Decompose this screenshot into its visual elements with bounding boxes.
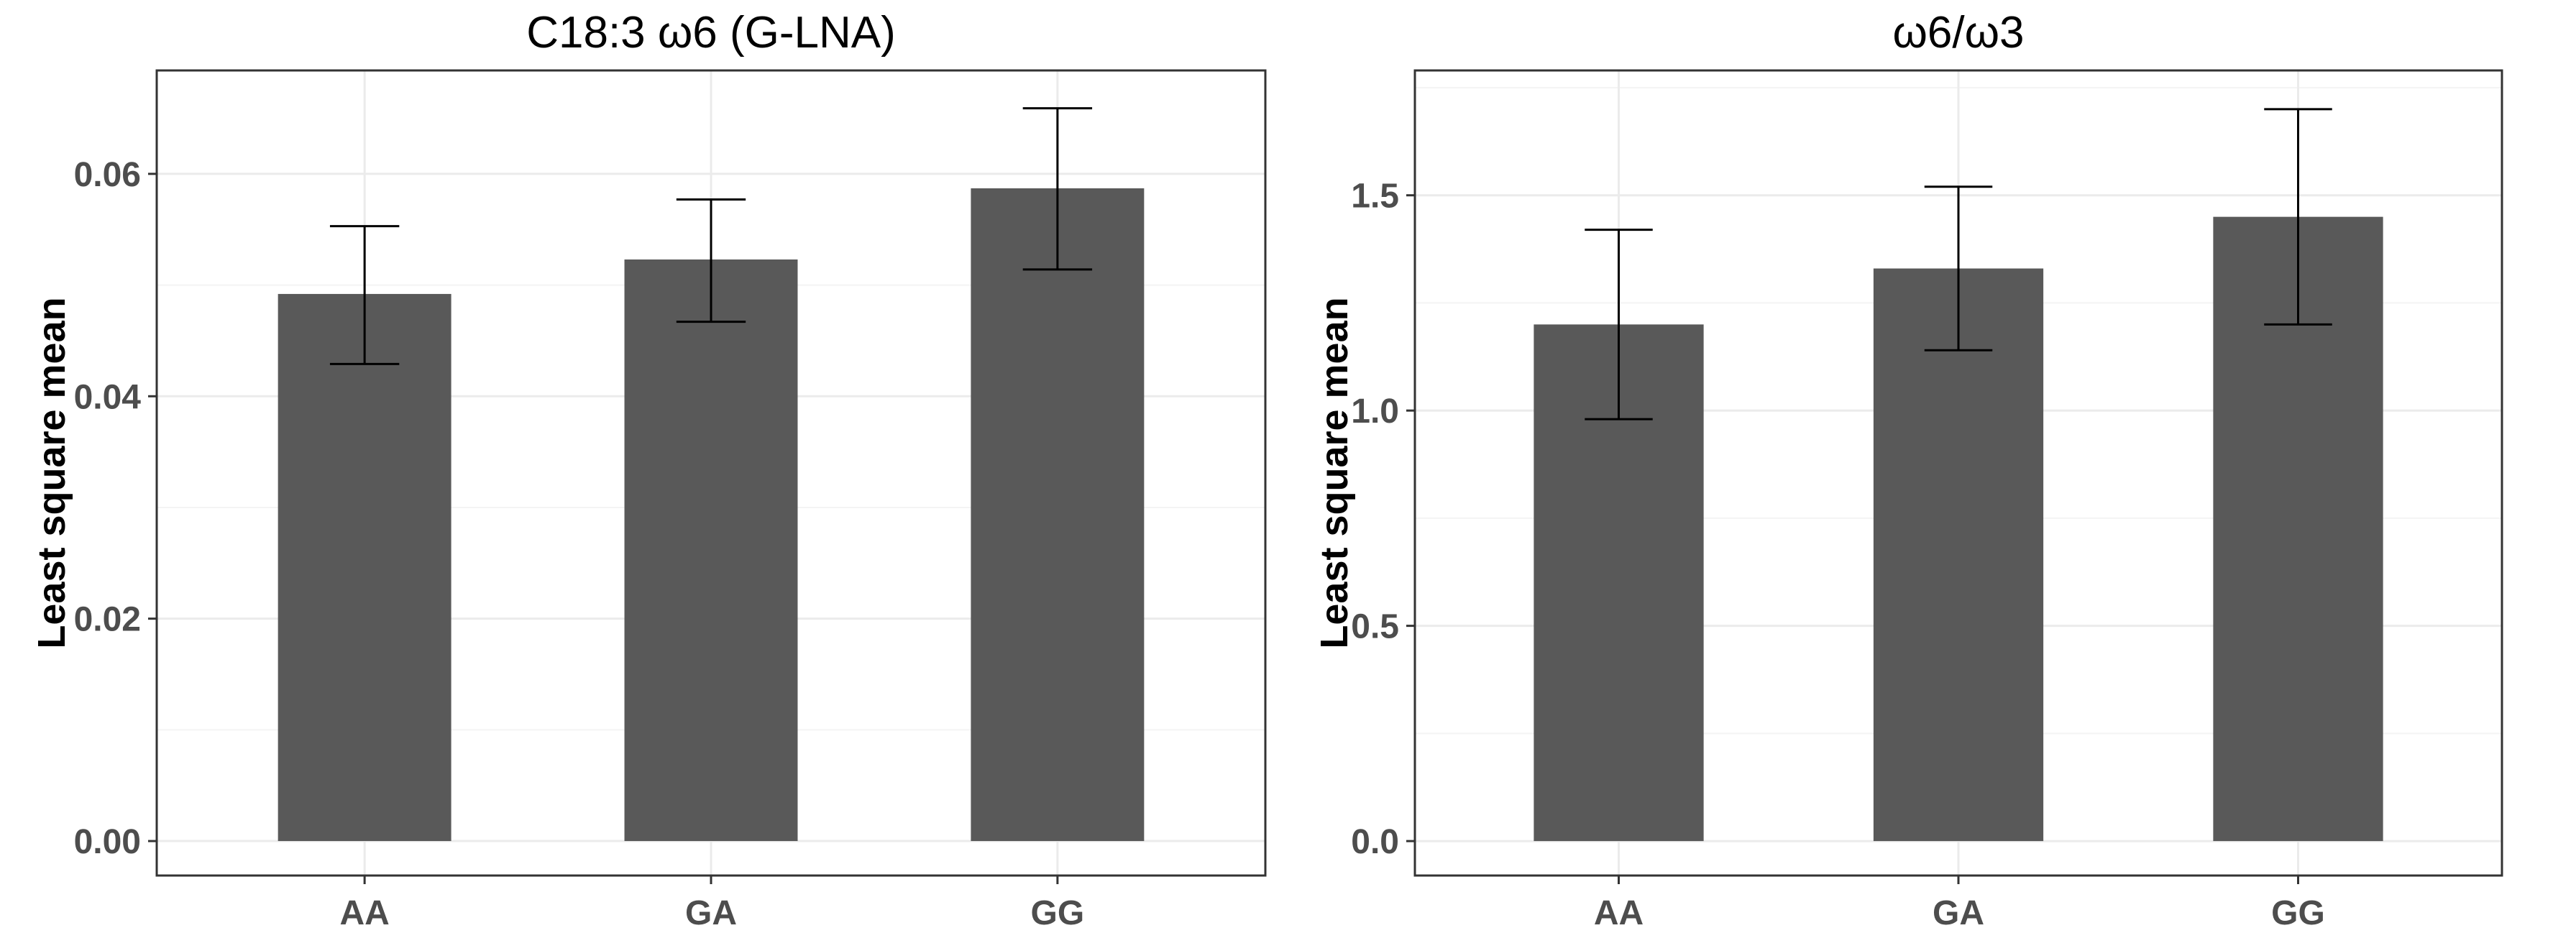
y-axis-label: Least square mean [1313,297,1356,648]
x-tick-label: GA [1933,894,1984,932]
error-bar-gg [2264,108,2332,326]
bar-ga [1873,268,2044,842]
y-tick-label: 0.04 [74,378,142,416]
error-bar-ga [1924,185,1993,352]
x-tick-label: AA [339,894,389,932]
x-tick-label: GA [685,894,737,932]
y-tick-label: 1.5 [1351,178,1399,216]
x-tick-label: GG [2271,894,2325,932]
bar-gg [971,188,1145,842]
error-bar-ga [676,198,746,323]
y-tick-label: 1.0 [1351,392,1399,431]
y-tick-label: 0.5 [1351,608,1399,646]
chart-title: C18:3 ω6 (G-LNA) [526,8,896,58]
bar-ga [624,259,798,842]
y-axis-label: Least square mean [30,297,73,648]
bar-aa [278,293,452,842]
y-tick-label: 0.00 [74,823,141,861]
y-tick-label: 0.0 [1351,823,1399,861]
error-bar-gg [1022,107,1093,271]
y-tick-label: 0.06 [74,156,141,194]
x-tick-label: AA [1594,894,1644,932]
chart-title: ω6/ω3 [1892,8,2024,58]
y-tick-label: 0.02 [74,601,141,639]
chart-omega-ratio: 0.0 0.5 1.0 1.5 AA GA GG ω6/ω3 Least square mean [1313,8,2503,932]
error-bar-aa [1585,229,1653,421]
chart-g-lna: 0.00 0.02 0.04 0.06 AA GA GG C18:3 ω6 (G-LNA) Le… [30,8,1267,932]
error-bar-aa [329,225,400,365]
x-tick-label: GG [1031,894,1085,932]
